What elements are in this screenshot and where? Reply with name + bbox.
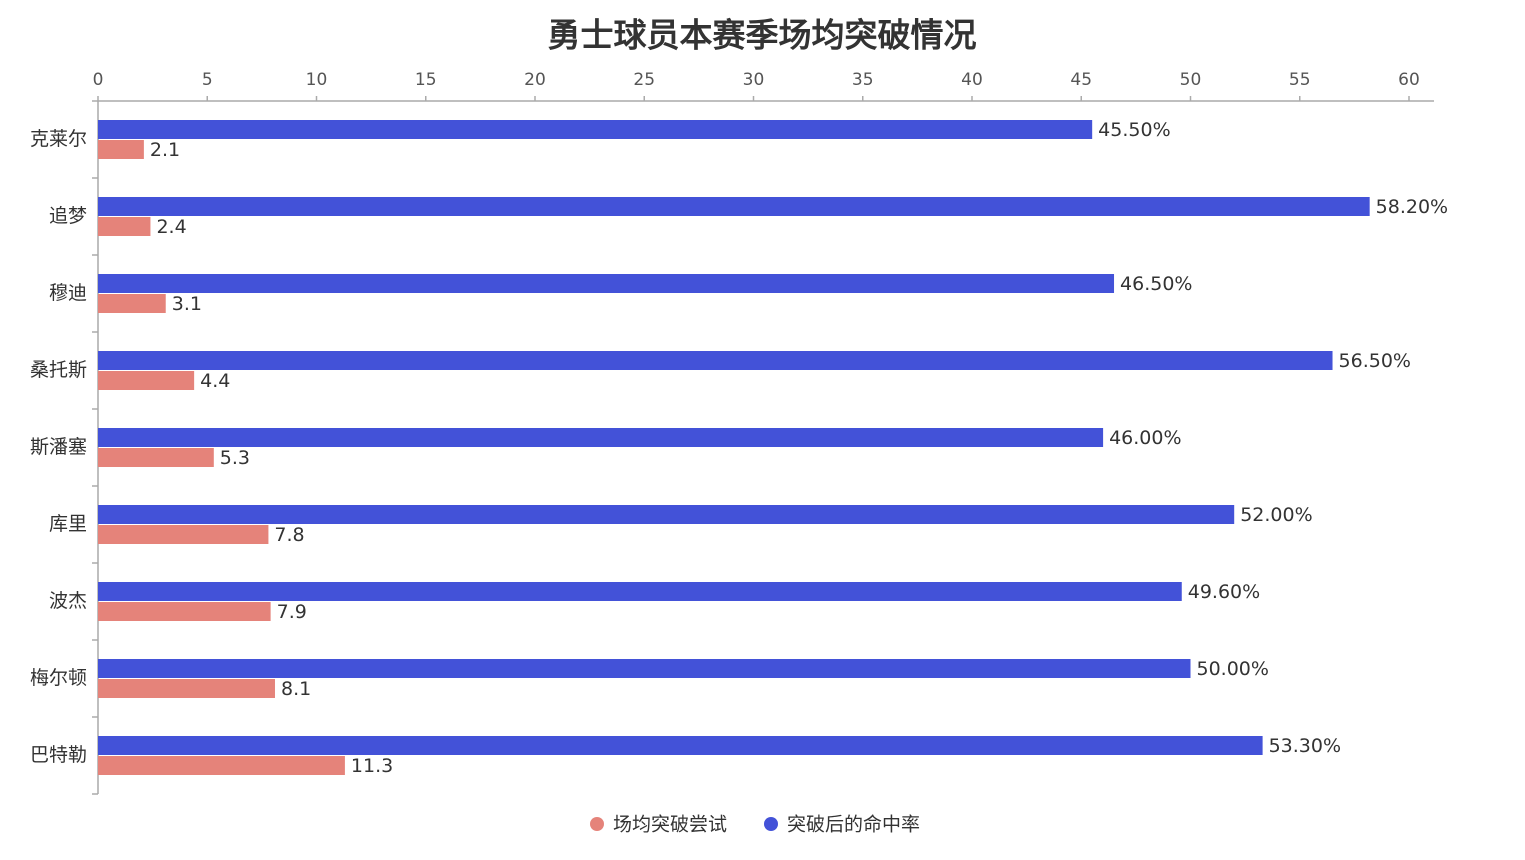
bar (98, 294, 166, 313)
data-label: 46.50% (1120, 273, 1192, 295)
data-label: 11.3 (351, 755, 393, 777)
x-tick-label: 45 (1070, 70, 1092, 90)
y-tick-label: 克莱尔 (30, 128, 87, 150)
bar (98, 505, 1235, 524)
x-tick-label: 0 (93, 70, 104, 90)
legend-label: 突破后的命中率 (787, 814, 920, 836)
bar (98, 602, 271, 621)
data-label: 4.4 (200, 370, 230, 392)
data-label: 49.60% (1188, 581, 1260, 603)
x-tick-label: 15 (415, 70, 437, 90)
bar (98, 371, 195, 390)
x-tick-label: 35 (852, 70, 874, 90)
x-tick-label: 30 (743, 70, 765, 90)
bar (98, 197, 1370, 216)
data-label: 56.50% (1339, 350, 1411, 372)
data-label: 52.00% (1240, 504, 1312, 526)
x-tick-label: 55 (1289, 70, 1311, 90)
bar (98, 274, 1115, 293)
bar (98, 140, 144, 159)
data-label: 46.00% (1109, 427, 1181, 449)
data-label: 5.3 (220, 447, 250, 469)
x-tick-label: 25 (633, 70, 655, 90)
data-label: 8.1 (281, 678, 311, 700)
data-label: 50.00% (1197, 658, 1269, 680)
chart-title: 勇士球员本赛季场均突破情况 (548, 16, 977, 55)
x-tick-label: 20 (524, 70, 546, 90)
bar (98, 756, 345, 775)
bar (98, 448, 214, 467)
bar (98, 736, 1263, 755)
y-tick-label: 追梦 (49, 205, 87, 227)
bar (98, 428, 1104, 447)
x-tick-label: 60 (1398, 70, 1420, 90)
y-tick-label: 巴特勒 (30, 744, 87, 766)
y-tick-label: 梅尔顿 (30, 667, 87, 689)
bar (98, 351, 1333, 370)
data-label: 2.4 (156, 216, 186, 238)
data-label: 7.8 (274, 524, 304, 546)
data-label: 53.30% (1269, 735, 1341, 757)
bar (98, 217, 151, 236)
legend-label: 场均突破尝试 (613, 814, 727, 836)
x-tick-label: 10 (306, 70, 328, 90)
x-tick-label: 40 (961, 70, 983, 90)
bar (98, 659, 1191, 678)
data-label: 45.50% (1098, 119, 1170, 141)
x-tick-label: 50 (1180, 70, 1202, 90)
x-tick-label: 5 (202, 70, 213, 90)
y-tick-label: 穆迪 (49, 282, 87, 304)
y-tick-label: 斯潘塞 (30, 436, 87, 458)
bar (98, 582, 1182, 601)
bar (98, 679, 275, 698)
y-tick-label: 波杰 (49, 590, 87, 612)
legend-marker (590, 817, 604, 831)
data-label: 7.9 (277, 601, 307, 623)
data-label: 3.1 (172, 293, 202, 315)
data-label: 2.1 (150, 139, 180, 161)
legend-marker (764, 817, 778, 831)
bar (98, 525, 269, 544)
y-tick-label: 桑托斯 (30, 359, 87, 381)
data-label: 58.20% (1376, 196, 1448, 218)
y-tick-label: 库里 (49, 513, 87, 535)
bar (98, 120, 1093, 139)
